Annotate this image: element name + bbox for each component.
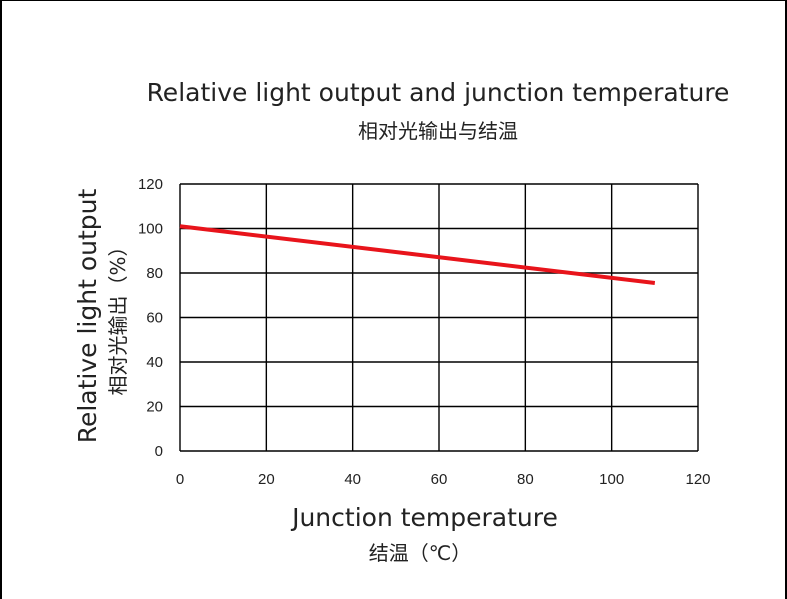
x-axis-subtitle: 结温（℃） [369, 541, 471, 565]
x-tick-label: 100 [599, 471, 624, 488]
y-axis-title: Relative light output [73, 189, 102, 444]
x-axis-title: Junction temperature [290, 503, 558, 532]
y-tick-labels: 0 20 40 60 80 100 120 [138, 176, 163, 460]
x-tick-label: 20 [258, 471, 275, 488]
x-tick-label: 80 [517, 471, 534, 488]
x-tick-labels: 0 20 40 60 80 100 120 [176, 471, 711, 488]
x-tick-label: 120 [685, 471, 710, 488]
x-tick-label: 60 [431, 471, 448, 488]
y-axis-subtitle: 相对光输出（%） [106, 236, 130, 395]
series-line [179, 224, 656, 285]
y-tick-label: 20 [146, 399, 163, 416]
grid [179, 183, 699, 452]
chart-subtitle: 相对光输出与结温 [358, 119, 518, 143]
y-tick-label: 120 [138, 176, 163, 193]
series-group [179, 224, 656, 285]
y-tick-label: 60 [146, 310, 163, 327]
y-tick-label: 0 [155, 443, 163, 460]
x-tick-label: 40 [344, 471, 361, 488]
y-tick-label: 80 [146, 265, 163, 282]
y-tick-label: 40 [146, 354, 163, 371]
y-tick-label: 100 [138, 221, 163, 238]
chart-title: Relative light output and junction tempe… [147, 78, 730, 107]
x-tick-label: 0 [176, 471, 184, 488]
